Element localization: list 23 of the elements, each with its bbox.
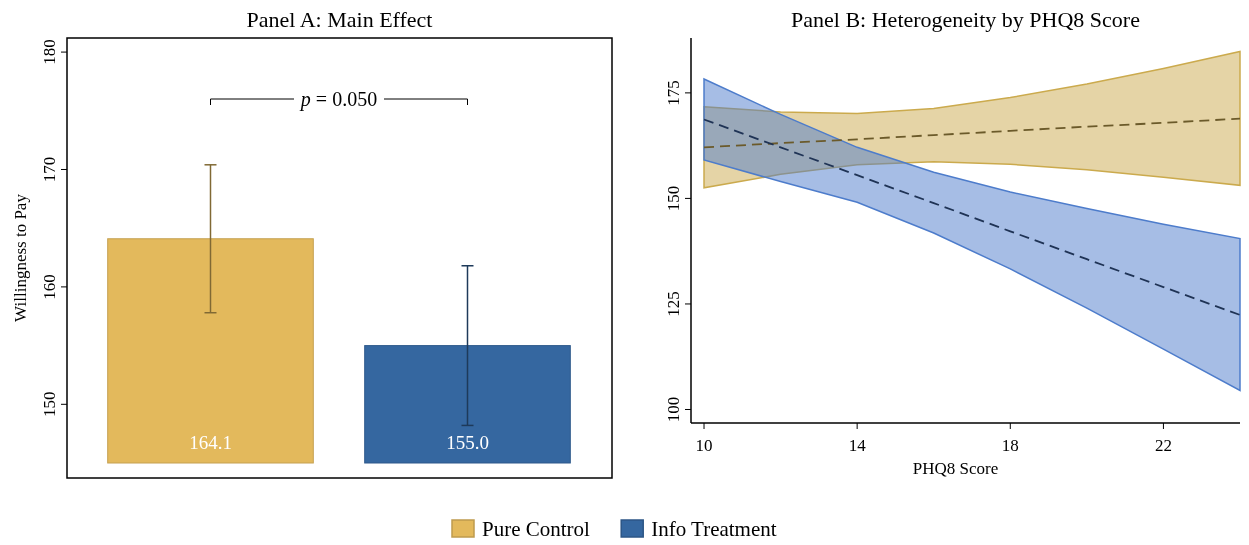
x-tick-label: 14 bbox=[848, 436, 867, 455]
y-tick-label: 160 bbox=[40, 274, 59, 300]
y-tick-label: 100 bbox=[664, 396, 683, 423]
chart-title: Panel A: Main Effect bbox=[246, 7, 433, 32]
y-tick-label: 150 bbox=[40, 391, 59, 418]
y-tick-label: 150 bbox=[664, 185, 683, 212]
legend-label: Info Treatment bbox=[651, 517, 777, 541]
x-tick-label: 22 bbox=[1154, 436, 1172, 455]
y-tick-label: 170 bbox=[40, 156, 59, 183]
x-axis-title: PHQ8 Score bbox=[912, 459, 999, 478]
y-tick-label: 175 bbox=[664, 80, 683, 106]
legend-label: Pure Control bbox=[482, 517, 591, 541]
line-series bbox=[703, 117, 1241, 149]
x-tick-label: 10 bbox=[695, 436, 713, 455]
x-tick-label: 18 bbox=[1001, 436, 1019, 455]
data-label: 155.0 bbox=[446, 432, 489, 453]
annotation: p = 0.050 bbox=[298, 88, 378, 111]
chart-title: Panel B: Heterogeneity by PHQ8 Score bbox=[791, 7, 1140, 32]
y-tick-label: 125 bbox=[664, 291, 683, 317]
y-axis-title: Willingness to Pay bbox=[11, 193, 30, 322]
line-series bbox=[703, 118, 1241, 316]
y-tick-label: 180 bbox=[40, 39, 59, 65]
data-label: 164.1 bbox=[189, 432, 232, 453]
